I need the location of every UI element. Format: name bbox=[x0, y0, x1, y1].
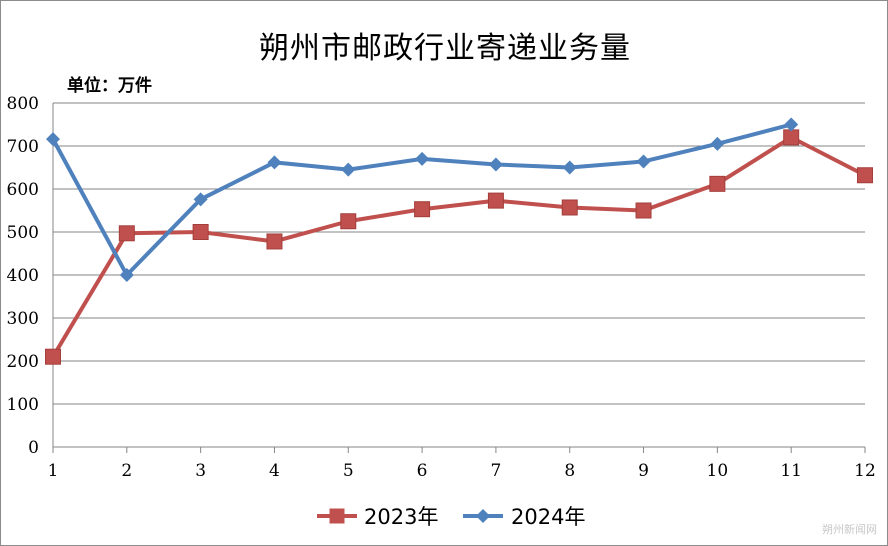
data-point-diamond bbox=[267, 155, 282, 170]
data-point-square bbox=[118, 225, 135, 242]
data-point-diamond bbox=[636, 154, 651, 169]
data-point-square bbox=[487, 192, 504, 209]
x-tick-label: 2 bbox=[121, 461, 132, 481]
data-point-diamond bbox=[784, 117, 799, 132]
data-point-square bbox=[45, 348, 61, 365]
x-tick-label: 6 bbox=[417, 461, 428, 481]
y-tick-label: 300 bbox=[7, 309, 39, 329]
x-tick-label: 11 bbox=[780, 461, 802, 481]
x-tick-label: 1 bbox=[48, 461, 59, 481]
x-tick-label: 3 bbox=[195, 461, 206, 481]
legend-label: 2024年 bbox=[511, 505, 585, 529]
data-point-diamond bbox=[341, 162, 356, 177]
data-point-diamond bbox=[488, 157, 503, 172]
x-tick-label: 7 bbox=[490, 461, 501, 481]
y-tick-label: 400 bbox=[7, 266, 39, 286]
data-point-square bbox=[635, 202, 652, 219]
data-point-diamond bbox=[119, 268, 134, 282]
legend-label: 2023年 bbox=[364, 505, 438, 529]
data-point-diamond bbox=[46, 132, 60, 147]
data-point-square bbox=[266, 233, 283, 250]
legend-marker-diamond bbox=[476, 509, 490, 523]
data-point-square bbox=[857, 167, 873, 184]
y-tick-label: 800 bbox=[7, 94, 39, 114]
data-point-square bbox=[340, 213, 357, 230]
chart-title: 朔州市邮政行业寄递业务量 bbox=[259, 31, 631, 66]
legend-marker-square bbox=[329, 508, 345, 524]
x-tick-label: 10 bbox=[707, 461, 729, 481]
data-point-square bbox=[192, 224, 209, 240]
x-tick-label: 4 bbox=[269, 461, 280, 481]
x-tick-label: 9 bbox=[638, 461, 649, 481]
y-tick-label: 500 bbox=[7, 223, 39, 243]
data-point-diamond bbox=[193, 192, 208, 207]
data-point-diamond bbox=[562, 160, 577, 175]
y-tick-label: 600 bbox=[7, 180, 39, 200]
y-tick-label: 200 bbox=[7, 352, 39, 372]
series-line-2 bbox=[51, 122, 792, 277]
data-point-diamond bbox=[415, 151, 430, 166]
unit-label: 单位：万件 bbox=[67, 76, 152, 96]
y-tick-label: 100 bbox=[7, 395, 39, 415]
x-tick-label: 12 bbox=[854, 461, 876, 481]
y-tick-label: 0 bbox=[28, 438, 39, 458]
x-tick-label: 5 bbox=[343, 461, 354, 481]
data-point-diamond bbox=[710, 136, 725, 151]
data-point-square bbox=[783, 129, 800, 146]
watermark: 朔州新闻网 bbox=[822, 523, 877, 536]
data-point-square bbox=[709, 175, 726, 192]
data-point-square bbox=[561, 199, 578, 216]
y-tick-label: 700 bbox=[7, 137, 39, 157]
series-line-1 bbox=[51, 135, 866, 358]
data-point-square bbox=[414, 201, 431, 218]
x-tick-label: 8 bbox=[564, 461, 575, 481]
